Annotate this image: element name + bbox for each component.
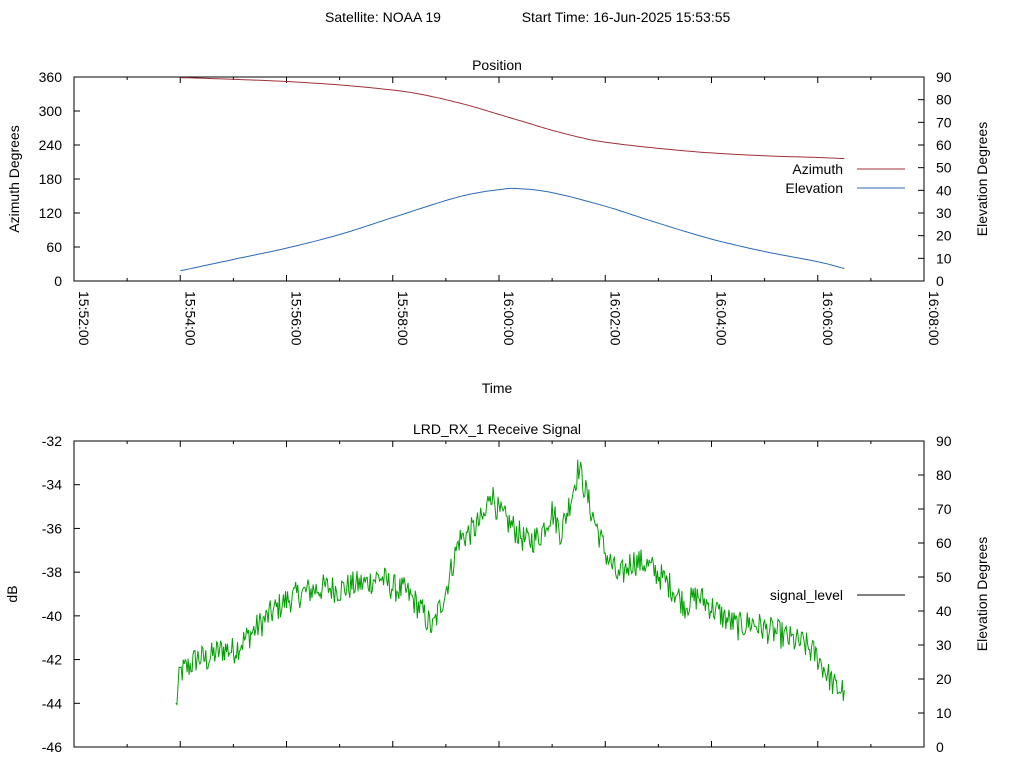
y-tick-label: -40 (42, 608, 62, 624)
y2-tick-label: 0 (936, 739, 944, 755)
y2-tick-label: 60 (936, 535, 952, 551)
y2-tick-label: 10 (936, 705, 952, 721)
x-tick-label: 16:04:00 (714, 291, 730, 346)
y-tick-label: -42 (42, 652, 62, 668)
x-tick-label: 15:56:00 (289, 291, 305, 346)
y2-tick-label: 10 (936, 250, 952, 266)
y2-tick-label: 30 (936, 637, 952, 653)
y-tick-label: 120 (39, 205, 63, 221)
y2-tick-label: 0 (936, 273, 944, 289)
y-tick-label: -44 (42, 695, 62, 711)
x-tick-label: 15:54:00 (182, 291, 198, 346)
series-line-azimuth (180, 77, 845, 160)
y2-tick-label: 20 (936, 228, 952, 244)
y2-tick-label: 60 (936, 137, 952, 153)
satellite-label: Satellite: NOAA 19 (325, 9, 441, 25)
start-time-label: Start Time: 16-Jun-2025 15:53:55 (522, 9, 731, 25)
position-chart: Position 15:52:00 15:54:00 15:56:00 15:58:0… (6, 57, 990, 396)
y-tick-label: 180 (39, 171, 63, 187)
y-tick-label: 240 (39, 137, 63, 153)
position-plot-frame (73, 76, 925, 282)
y2-tick-label: 50 (936, 160, 952, 176)
x-tick-label: 16:08:00 (926, 291, 942, 346)
elevation-axis-label-bottom: Elevation Degrees (974, 537, 990, 651)
receive-signal-chart-title: LRD_RX_1 Receive Signal (413, 421, 581, 437)
y2-tick-label: 80 (936, 92, 952, 108)
x-tick-label: 16:00:00 (501, 291, 517, 346)
y-tick-label: -32 (42, 433, 62, 449)
series-line-elevation (180, 187, 845, 272)
y-tick-label: 300 (39, 103, 63, 119)
x-tick-label: 16:06:00 (820, 291, 836, 346)
y-tick-label: -38 (42, 564, 62, 580)
receive-signal-chart: LRD_RX_1 Receive Signal -46 -44 -42 -40 -38 -… (4, 421, 990, 755)
x-tick-label: 15:52:00 (76, 291, 92, 346)
y2-tick-label: 80 (936, 467, 952, 483)
y2-tick-label: 90 (936, 433, 952, 449)
time-axis-label: Time (482, 380, 513, 396)
y-tick-label: -34 (42, 477, 62, 493)
y2-tick-label: 40 (936, 603, 952, 619)
legend-label: Azimuth (792, 161, 843, 177)
y2-tick-label: 50 (936, 569, 952, 585)
x-tick-label: 15:58:00 (395, 291, 411, 346)
y2-tick-label: 90 (936, 69, 952, 85)
x-tick-label: 16:02:00 (607, 291, 623, 346)
y2-tick-label: 40 (936, 182, 952, 198)
y-tick-label: -46 (42, 739, 62, 755)
series-line-signal-level (175, 459, 845, 706)
azimuth-axis-label: Azimuth Degrees (6, 125, 22, 232)
y-tick-label: -36 (42, 520, 62, 536)
y-tick-label: 60 (46, 239, 62, 255)
elevation-axis-label-top: Elevation Degrees (974, 122, 990, 236)
legend-label: signal_level (770, 587, 843, 603)
y2-tick-label: 20 (936, 671, 952, 687)
y-tick-label: 0 (54, 273, 62, 289)
y2-tick-label: 70 (936, 501, 952, 517)
y2-tick-label: 30 (936, 205, 952, 221)
db-axis-label: dB (4, 585, 20, 602)
position-chart-title: Position (472, 57, 522, 73)
y-tick-label: 360 (39, 69, 63, 85)
legend-label: Elevation (785, 180, 843, 196)
y2-tick-label: 70 (936, 114, 952, 130)
